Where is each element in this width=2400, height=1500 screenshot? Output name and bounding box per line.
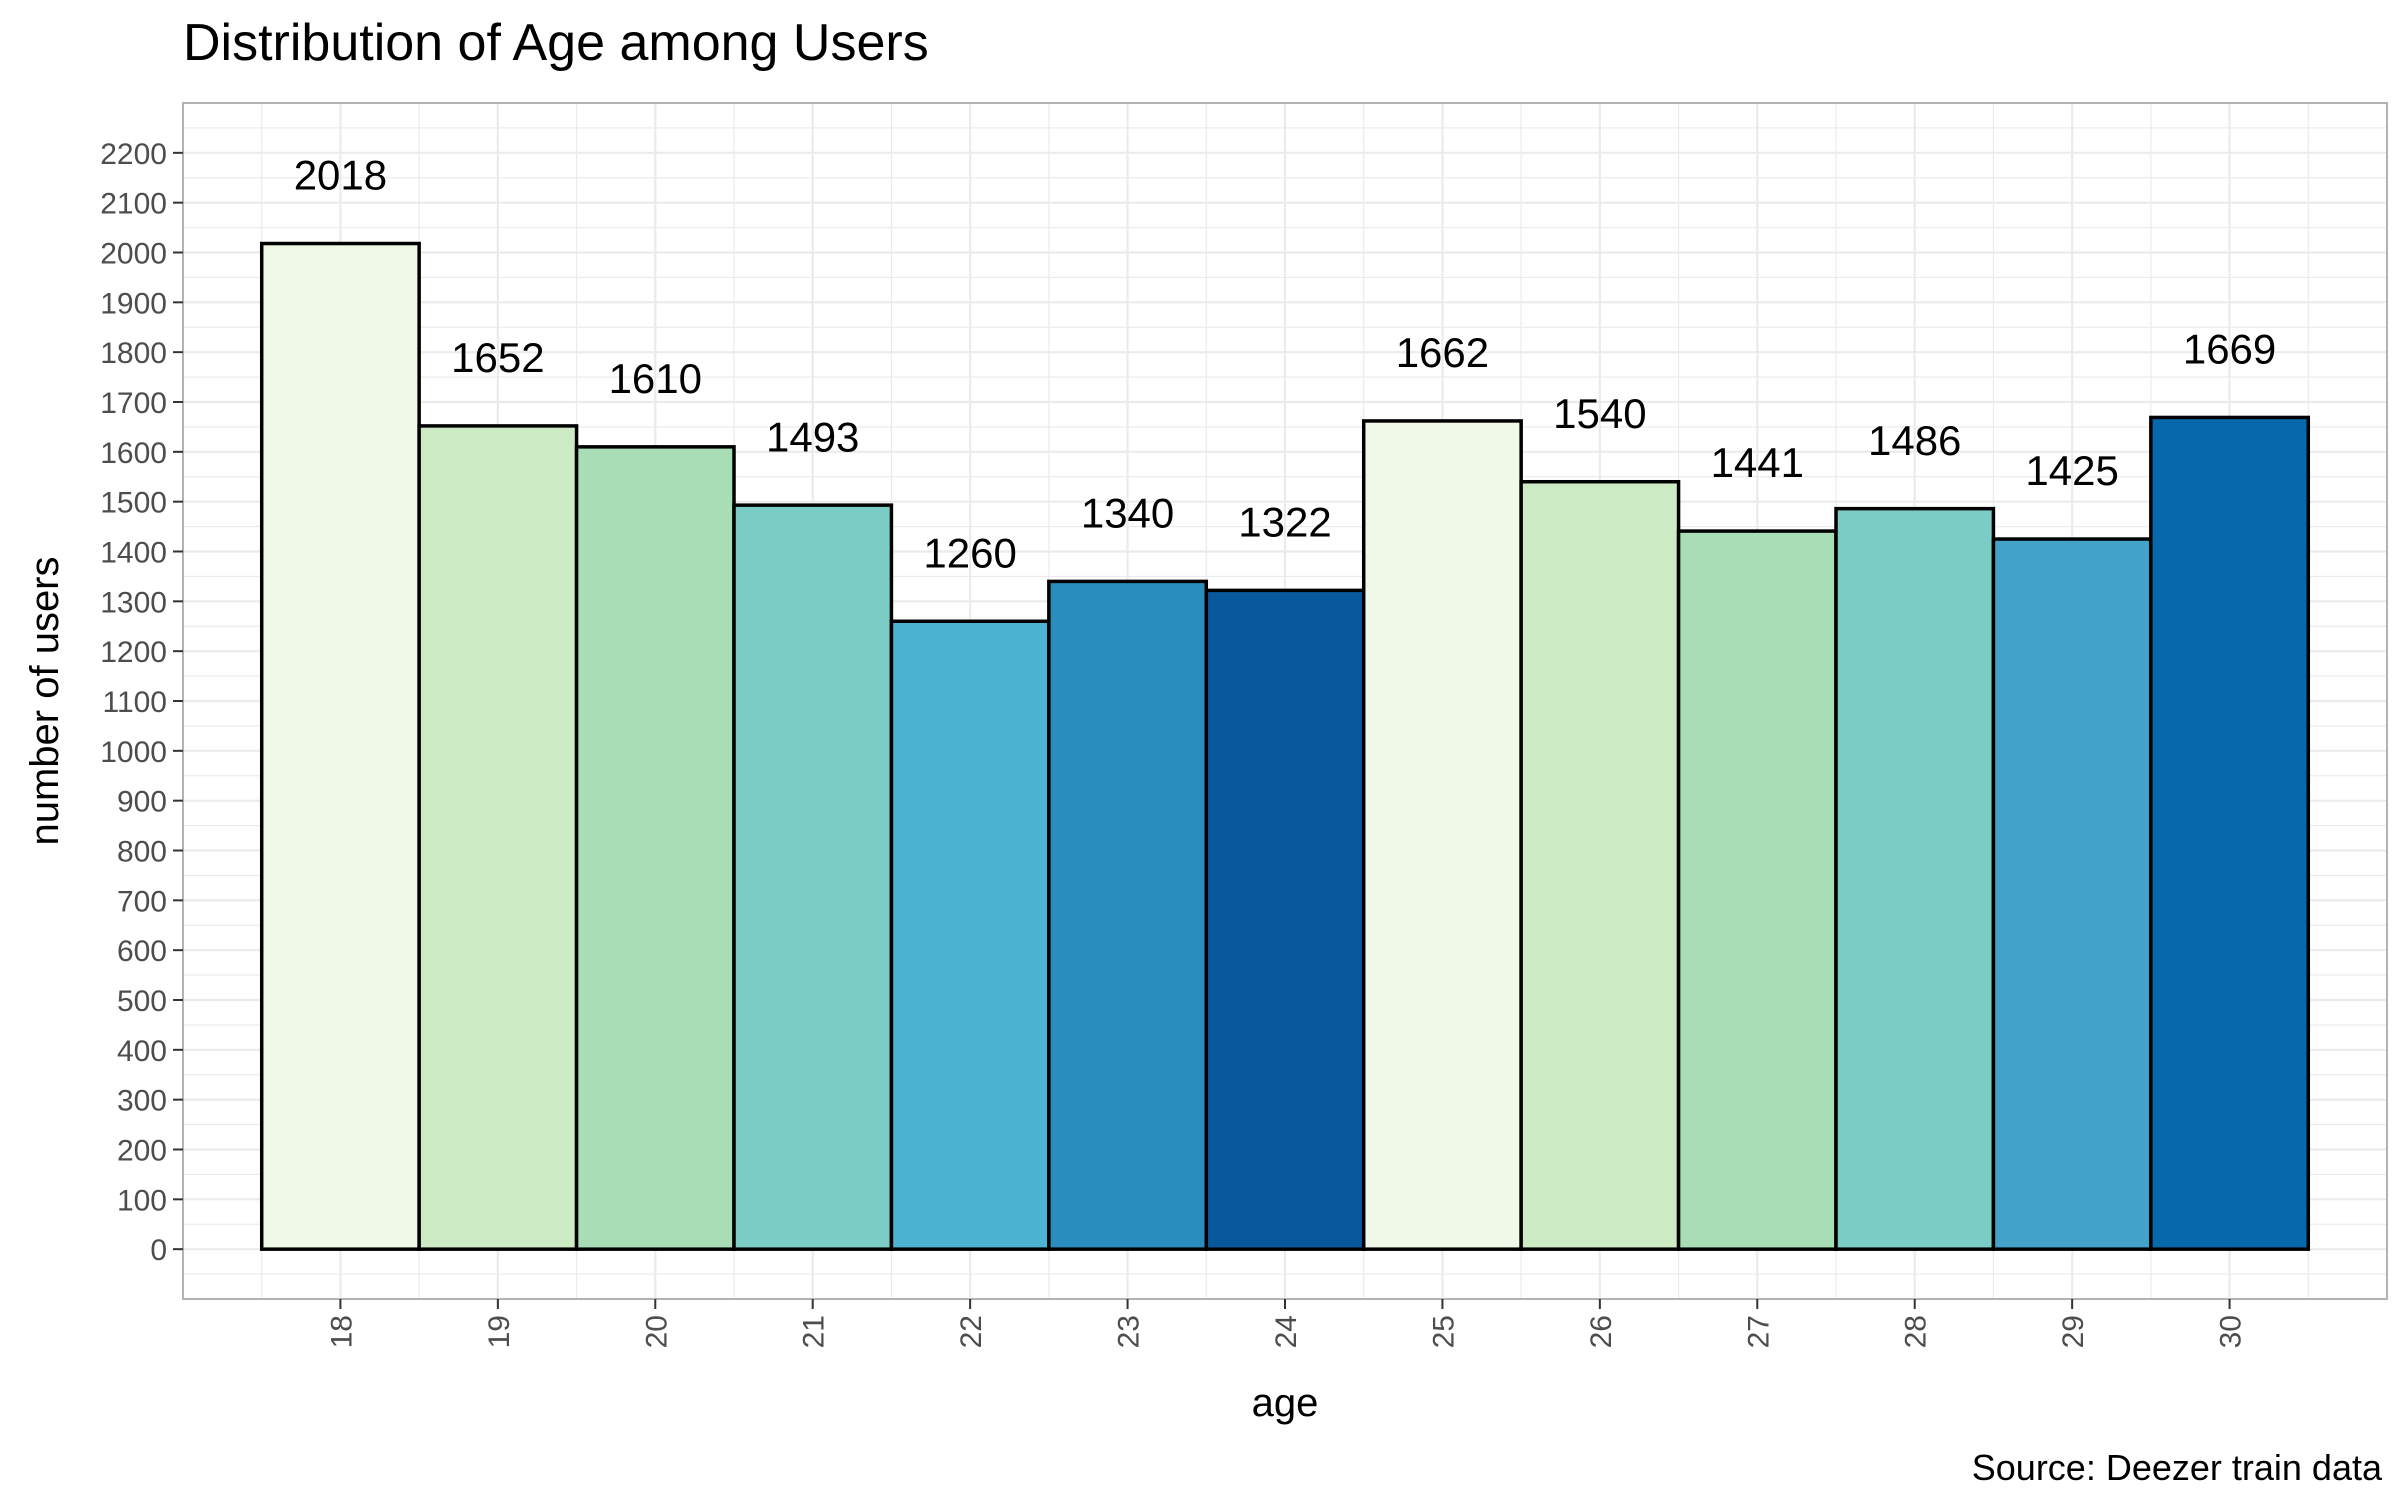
bar-age-24 — [1204, 588, 1366, 1251]
y-tick-label: 1900 — [100, 287, 167, 320]
data-label-age-18: 2018 — [294, 152, 387, 199]
x-tick-label-age-26: 26 — [1585, 1315, 1618, 1348]
x-tick-label-age-27: 27 — [1742, 1315, 1775, 1348]
y-tick-label: 1500 — [100, 487, 167, 520]
y-tick-label: 1200 — [100, 636, 167, 669]
y-tick-label: 500 — [117, 985, 167, 1018]
bar-age-20 — [574, 445, 736, 1251]
bar-age-19 — [417, 424, 579, 1251]
bar-age-22 — [889, 619, 1051, 1251]
data-label-age-30: 1669 — [2183, 326, 2276, 373]
x-tick-label-age-23: 23 — [1113, 1315, 1146, 1348]
x-tick-label-age-29: 29 — [2057, 1315, 2090, 1348]
y-tick-label: 100 — [117, 1184, 167, 1217]
bar-age-29 — [1991, 537, 2153, 1251]
y-tick-label: 1100 — [102, 686, 167, 719]
y-tick-label: 1400 — [100, 537, 167, 570]
data-labels: 2018 1652 1610 1493 1260 1340 1322 1662 1540 1441… — [294, 152, 2277, 577]
data-label-age-23: 1340 — [1081, 490, 1174, 537]
y-tick-label: 2100 — [100, 188, 167, 221]
data-label-age-27: 1441 — [1711, 439, 1804, 486]
data-label-age-20: 1610 — [609, 355, 702, 402]
chart-title: Distribution of Age among Users — [183, 14, 929, 72]
bar-age-28 — [1834, 506, 1996, 1251]
y-tick-label: 900 — [117, 786, 167, 819]
bar-age-18 — [259, 241, 421, 1251]
data-label-age-24: 1322 — [1238, 499, 1331, 546]
data-label-age-22: 1260 — [923, 529, 1016, 576]
y-tick-label: 0 — [150, 1234, 167, 1267]
x-tick-label-age-20: 20 — [640, 1315, 673, 1348]
x-axis: 18 19 20 21 22 23 24 25 26 27 28 29 30 — [325, 1299, 2248, 1348]
bar-age-26 — [1519, 479, 1681, 1251]
source-caption: Source: Deezer train data — [1972, 1447, 2383, 1488]
data-label-age-21: 1493 — [766, 413, 859, 460]
data-label-age-19: 1652 — [451, 334, 544, 381]
y-tick-label: 1000 — [100, 736, 167, 769]
x-tick-label-age-18: 18 — [325, 1315, 358, 1348]
bar-age-27 — [1676, 529, 1838, 1251]
bars — [259, 241, 2311, 1251]
x-tick-label-age-24: 24 — [1270, 1315, 1303, 1348]
y-tick-label: 300 — [117, 1085, 167, 1118]
data-label-age-25: 1662 — [1396, 329, 1489, 376]
x-tick-label-age-22: 22 — [955, 1315, 988, 1348]
y-tick-label: 400 — [117, 1035, 167, 1068]
y-tick-label: 1800 — [100, 337, 167, 370]
x-tick-label-age-21: 21 — [798, 1315, 831, 1348]
y-tick-label: 1700 — [100, 387, 167, 420]
y-tick-label: 2200 — [100, 138, 167, 171]
y-tick-label: 200 — [117, 1135, 167, 1168]
x-tick-label-age-19: 19 — [483, 1315, 516, 1348]
data-label-age-28: 1486 — [1868, 417, 1961, 464]
x-axis-title: age — [1252, 1381, 1319, 1425]
x-tick-label-age-28: 28 — [1900, 1315, 1933, 1348]
data-label-age-29: 1425 — [2025, 447, 2118, 494]
y-tick-label: 1300 — [100, 586, 167, 619]
bar-age-21 — [732, 503, 894, 1251]
x-tick-label-age-25: 25 — [1427, 1315, 1460, 1348]
y-axis-title: number of users — [23, 556, 67, 845]
bar-age-23 — [1047, 579, 1209, 1251]
bar-age-30 — [2149, 415, 2311, 1251]
y-tick-label: 700 — [117, 885, 167, 918]
y-tick-label: 600 — [117, 935, 167, 968]
bar-age-25 — [1361, 419, 1523, 1251]
y-tick-label: 1600 — [100, 437, 167, 470]
data-label-age-26: 1540 — [1553, 390, 1646, 437]
y-tick-label: 800 — [117, 836, 167, 869]
y-tick-label: 2000 — [100, 238, 167, 271]
y-axis: 0 100 200 300 400 500 600 700 800 900 1000 1100 1200… — [100, 138, 183, 1267]
x-tick-label-age-30: 30 — [2215, 1315, 2248, 1348]
